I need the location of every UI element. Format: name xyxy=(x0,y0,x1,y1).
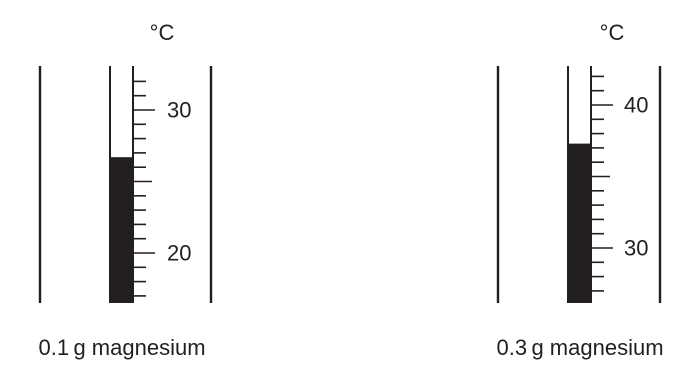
mercury-column xyxy=(568,143,591,303)
thermometer-1-3g: °C 40 30 0.3 g magnesium xyxy=(496,20,663,360)
scale-ticks xyxy=(591,75,613,292)
mercury-column xyxy=(110,157,133,303)
scale-label-20: 20 xyxy=(167,241,191,266)
mass-label: 0.1 g magnesium xyxy=(38,335,205,360)
mass-label: 0.3 g magnesium xyxy=(496,335,663,360)
scale-ticks xyxy=(133,80,155,297)
thermometer-0-1g: °C 30 20 0.1 g magnesium xyxy=(38,20,213,360)
scale-label-40: 40 xyxy=(624,93,648,118)
scale-label-30: 30 xyxy=(624,236,648,261)
scale-label-30: 30 xyxy=(167,98,191,123)
unit-label: °C xyxy=(150,20,175,45)
unit-label: °C xyxy=(600,20,625,45)
